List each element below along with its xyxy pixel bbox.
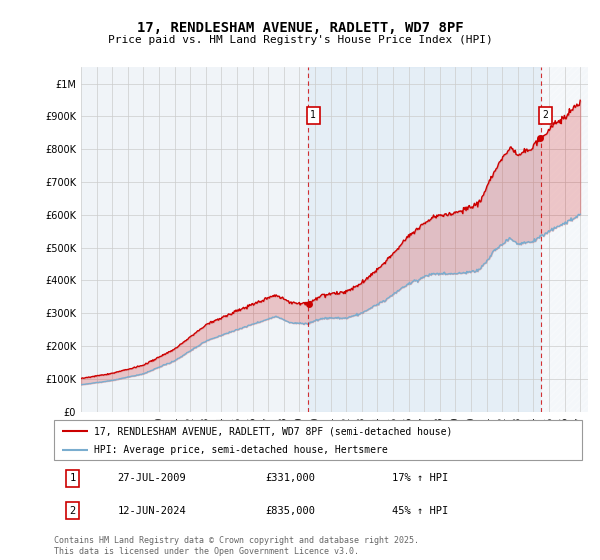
Text: 45% ↑ HPI: 45% ↑ HPI bbox=[392, 506, 448, 516]
Text: 1: 1 bbox=[70, 473, 76, 483]
Text: 27-JUL-2009: 27-JUL-2009 bbox=[118, 473, 186, 483]
Text: 17% ↑ HPI: 17% ↑ HPI bbox=[392, 473, 448, 483]
Text: 12-JUN-2024: 12-JUN-2024 bbox=[118, 506, 186, 516]
Text: 17, RENDLESHAM AVENUE, RADLETT, WD7 8PF (semi-detached house): 17, RENDLESHAM AVENUE, RADLETT, WD7 8PF … bbox=[94, 426, 452, 436]
Bar bbox=[541, 67, 588, 412]
Text: 1: 1 bbox=[310, 110, 316, 120]
Text: Contains HM Land Registry data © Crown copyright and database right 2025.
This d: Contains HM Land Registry data © Crown c… bbox=[54, 536, 419, 556]
Text: 17, RENDLESHAM AVENUE, RADLETT, WD7 8PF: 17, RENDLESHAM AVENUE, RADLETT, WD7 8PF bbox=[137, 21, 463, 35]
Text: £331,000: £331,000 bbox=[265, 473, 315, 483]
Text: Price paid vs. HM Land Registry's House Price Index (HPI): Price paid vs. HM Land Registry's House … bbox=[107, 35, 493, 45]
FancyBboxPatch shape bbox=[54, 420, 582, 460]
Text: HPI: Average price, semi-detached house, Hertsmere: HPI: Average price, semi-detached house,… bbox=[94, 445, 388, 455]
Bar bbox=[308, 67, 541, 412]
Text: 2: 2 bbox=[70, 506, 76, 516]
Text: £835,000: £835,000 bbox=[265, 506, 315, 516]
Text: 2: 2 bbox=[542, 110, 548, 120]
